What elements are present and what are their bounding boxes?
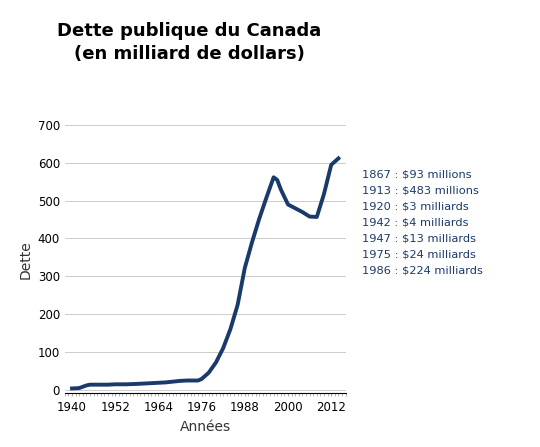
Y-axis label: Dette: Dette bbox=[18, 240, 32, 278]
Text: Dette publique du Canada
(en milliard de dollars): Dette publique du Canada (en milliard de… bbox=[57, 22, 321, 63]
Text: 1867 : $93 millions
1913 : $483 millions
1920 : $3 milliards
1942 : $4 milliards: 1867 : $93 millions 1913 : $483 millions… bbox=[362, 170, 483, 276]
X-axis label: Années: Années bbox=[180, 420, 231, 434]
